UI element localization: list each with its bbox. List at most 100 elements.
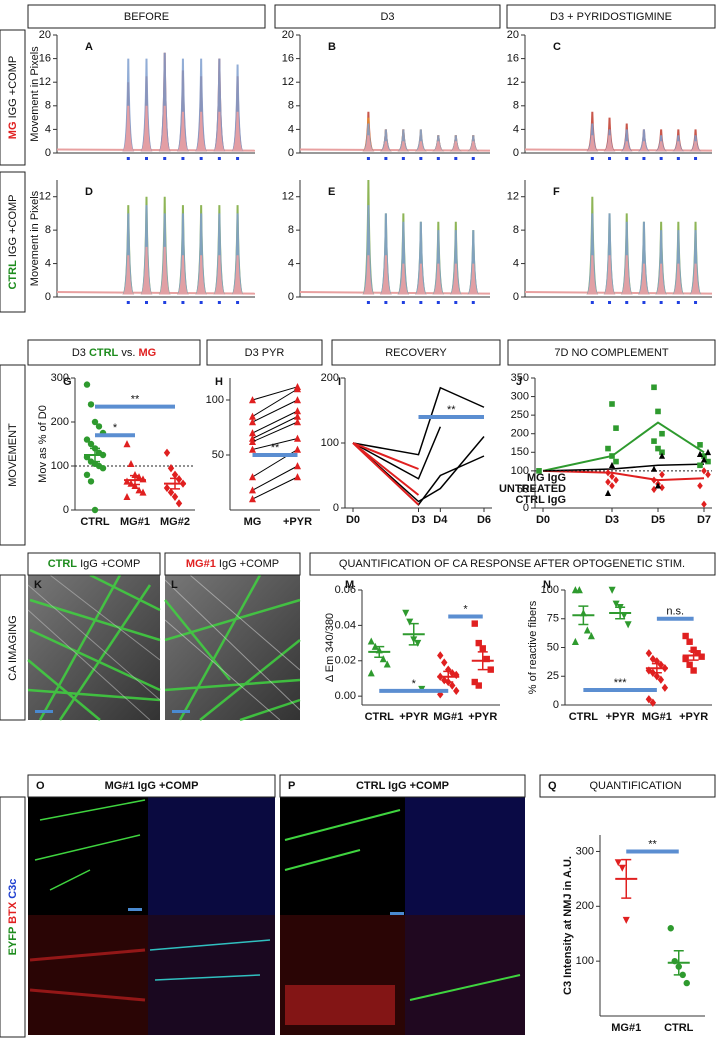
- y-tick-label: 100: [541, 584, 559, 596]
- y-tick-label: 0: [63, 504, 69, 516]
- panel-box: [279, 774, 526, 798]
- trace-peak: [158, 52, 171, 152]
- header-part: IgG +COMP: [135, 780, 199, 792]
- x-tick-label: MG#1: [611, 1022, 641, 1034]
- error-bar: [170, 477, 180, 490]
- panel-box: [0, 796, 26, 1038]
- data-point: [613, 425, 619, 431]
- significance-label: **: [447, 404, 456, 416]
- stimulus-marker: [181, 301, 185, 304]
- data-point: [609, 482, 615, 490]
- trace-peak: [467, 263, 480, 295]
- y-axis-title: Δ Em 340/380: [324, 613, 336, 682]
- header-text: MG#1 IgG +COMP: [105, 780, 199, 792]
- data-point: [293, 445, 302, 453]
- data-point: [293, 473, 302, 481]
- panel-box: [331, 339, 501, 366]
- y-axis-title: C3 Intensity at NMJ in A.U.: [562, 856, 574, 995]
- header-text: 7D NO COMPLEMENT: [554, 347, 669, 359]
- y-tick-label: 25: [547, 670, 559, 682]
- stimulus-marker: [608, 157, 612, 160]
- stimulus-marker: [126, 301, 130, 304]
- data-point: [135, 486, 143, 494]
- trace-peak: [195, 58, 208, 152]
- data-point: [83, 471, 91, 478]
- y-tick-label: 200: [321, 372, 339, 384]
- trace-peak: [195, 255, 208, 295]
- trace-peak: [122, 255, 135, 295]
- panel-letter: Q: [548, 780, 557, 792]
- trace-peak: [140, 58, 153, 152]
- trace-peak: [379, 141, 392, 152]
- data-point: [682, 655, 689, 663]
- data-point: [618, 864, 626, 872]
- panel-letter: L: [171, 579, 178, 591]
- y-tick-label: 4: [513, 257, 519, 269]
- y-tick-label: 100: [321, 437, 339, 449]
- stimulus-marker: [163, 157, 167, 160]
- series-line: [542, 463, 705, 472]
- trace-peak: [195, 213, 208, 295]
- stimulus-marker: [471, 157, 475, 160]
- trace-peak: [586, 255, 599, 295]
- data-point: [645, 695, 653, 704]
- trace-peak: [449, 230, 462, 295]
- trace-peak: [672, 141, 685, 152]
- trace-peak: [449, 141, 462, 152]
- data-point: [690, 667, 697, 674]
- column-header: D3: [380, 11, 394, 23]
- panel-box: [0, 574, 26, 721]
- trace-peak: [620, 255, 633, 295]
- y-tick-label: 16: [39, 53, 51, 65]
- y-tick-label: 100: [511, 465, 529, 477]
- trace-peak: [231, 64, 244, 152]
- panel-box: [0, 29, 26, 166]
- y-tick-label: 0: [45, 291, 51, 303]
- stimulus-marker: [199, 301, 203, 304]
- panel-box: [27, 4, 266, 29]
- panel-box: [206, 339, 323, 366]
- x-tick-label: D0: [346, 514, 360, 526]
- x-tick-label: D7: [697, 514, 711, 526]
- stimulus-marker: [163, 301, 167, 304]
- row-label: EYFP BTX C3c: [7, 879, 19, 956]
- section-header: QUANTIFICATION OF CA RESPONSE AFTER OPTO…: [339, 558, 685, 570]
- trace-peak: [655, 141, 668, 152]
- data-point: [293, 407, 302, 415]
- image-o: [28, 797, 275, 1035]
- x-tick-label: +PYR: [606, 711, 635, 723]
- panel-letter: G: [63, 376, 72, 388]
- trace-peak: [637, 263, 650, 295]
- header-part: CTRL: [89, 347, 119, 359]
- baseline-noise: [524, 148, 713, 152]
- series-line: [542, 421, 705, 472]
- header-part: 7D NO COMPLEMENT: [554, 347, 669, 359]
- stimulus-marker: [419, 301, 423, 304]
- data-point: [437, 651, 444, 660]
- y-tick-label: 4: [45, 123, 51, 135]
- stimulus-marker: [217, 157, 221, 160]
- header-part: CTRL: [7, 260, 19, 290]
- data-point: [651, 384, 657, 391]
- trace-peak: [213, 111, 226, 152]
- header-part: MG: [7, 121, 19, 139]
- trace-peak: [158, 105, 171, 152]
- stimulus-marker: [659, 301, 663, 304]
- y-tick-label: 0.02: [335, 655, 356, 667]
- stimulus-marker: [401, 157, 405, 160]
- stimulus-marker: [199, 157, 203, 160]
- panel-letter: P: [288, 780, 295, 792]
- series-line: [352, 442, 419, 470]
- data-point: [479, 645, 486, 652]
- stimulus-marker: [181, 157, 185, 160]
- data-point: [163, 483, 171, 493]
- data-point: [87, 401, 95, 408]
- x-tick-label: D3: [411, 514, 425, 526]
- data-point: [248, 429, 257, 437]
- data-point: [613, 458, 619, 465]
- header-text: CTRL IgG +COMP: [48, 558, 141, 570]
- trace-peak: [467, 230, 480, 295]
- data-point: [659, 430, 665, 437]
- y-tick-label: 0: [333, 502, 339, 514]
- y-tick-label: 150: [511, 446, 529, 458]
